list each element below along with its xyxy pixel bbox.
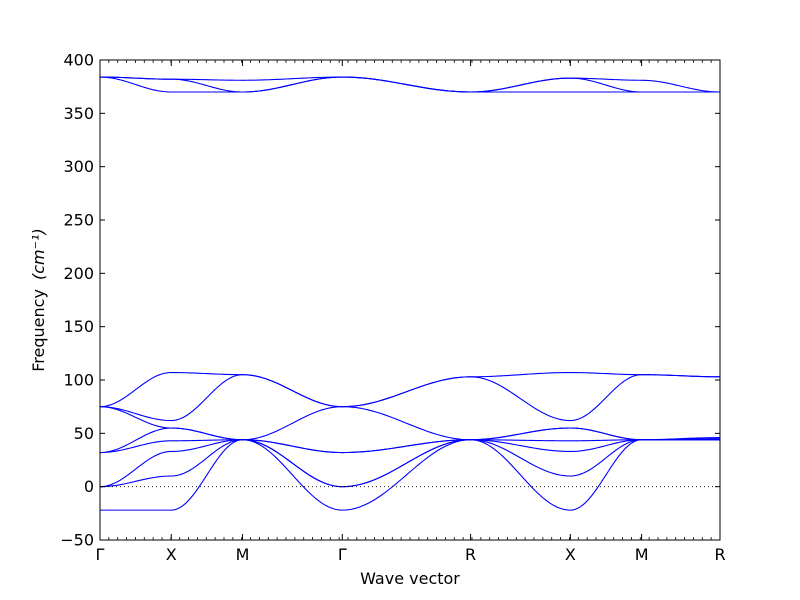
x-tick-label: M [635, 545, 649, 564]
y-tick-label: 150 [63, 317, 94, 336]
x-tick-label: X [565, 545, 576, 564]
x-tick-label: R [465, 545, 476, 564]
y-tick-label: 100 [63, 371, 94, 390]
band-line-5 [100, 374, 720, 422]
x-tick-label: M [236, 545, 250, 564]
y-axis-label-unit: (cm⁻¹) [29, 228, 48, 280]
band-line-10 [100, 439, 720, 488]
x-tick-label: Γ [96, 545, 105, 564]
band-line-8 [100, 439, 720, 454]
band-line-3 [100, 76, 720, 93]
x-tick-label: R [714, 545, 725, 564]
y-tick-label: 400 [63, 51, 94, 70]
x-tick-label: X [166, 545, 177, 564]
y-tick-label: 200 [63, 264, 94, 283]
band-line-11 [100, 439, 720, 511]
y-tick-label: 0 [84, 477, 94, 496]
y-axis-label: Frequency (cm⁻¹) [29, 228, 48, 371]
x-axis-label: Wave vector [360, 569, 460, 588]
y-tick-label: 50 [74, 424, 94, 443]
y-tick-label: 300 [63, 157, 94, 176]
y-axis-label-text: Frequency [29, 289, 48, 372]
y-tick-label: −50 [60, 531, 94, 550]
y-tick-label: 350 [63, 104, 94, 123]
y-tick-label: 250 [63, 211, 94, 230]
y-axis-ticks: −50 0 50 100 150 200 250 300 350 400 [60, 51, 720, 550]
band-lines [100, 76, 720, 511]
x-tick-label: Γ [338, 545, 347, 564]
